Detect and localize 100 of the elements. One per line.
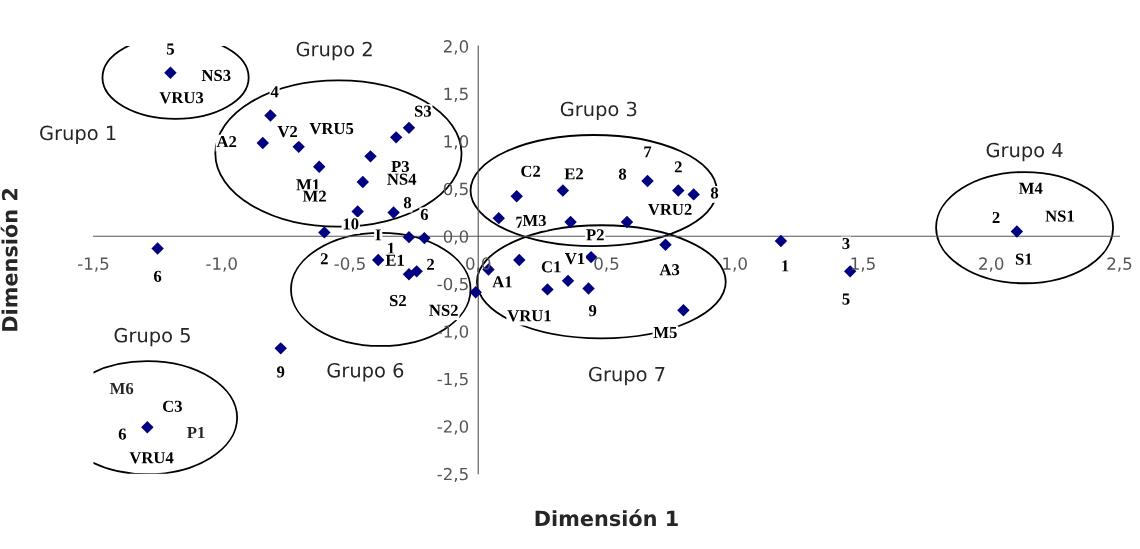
point xyxy=(402,230,416,244)
y-axis-title: Dimensión 2 xyxy=(0,188,18,331)
annotation: 4 xyxy=(270,86,279,98)
annotation: A1 xyxy=(492,276,512,288)
annotation: 2 xyxy=(320,253,328,265)
y-tick-label: -2,0 xyxy=(437,420,469,435)
annotation: E2 xyxy=(564,168,583,180)
point xyxy=(564,215,577,229)
point xyxy=(659,238,672,251)
annotation: 5 xyxy=(842,293,850,305)
annotation: S1 xyxy=(1015,253,1032,265)
point xyxy=(402,121,416,135)
annotation: 1 xyxy=(782,260,789,272)
annotation: 1 xyxy=(388,242,395,254)
y-tick-label: 0,5 xyxy=(443,182,468,197)
point xyxy=(371,253,385,267)
annotation: A3 xyxy=(659,264,680,276)
annotation: 8 xyxy=(710,187,719,199)
point xyxy=(492,211,505,225)
annotation: P2 xyxy=(586,229,604,241)
point xyxy=(264,109,277,122)
annotation: E1 xyxy=(385,254,404,266)
x-tick-label: -0,5 xyxy=(334,257,365,272)
y-tick-label: -1,5 xyxy=(437,372,468,388)
annotation: Grupo 4 xyxy=(986,142,1063,162)
point xyxy=(556,184,570,197)
y-tick-label: -0,5 xyxy=(437,277,468,292)
annotation: S2 xyxy=(389,294,406,307)
point xyxy=(292,140,305,154)
y-tick-label: -2,5 xyxy=(437,467,468,483)
point xyxy=(312,160,326,174)
y-tick-label: -1,0 xyxy=(437,325,469,340)
y-tick-label: 1,5 xyxy=(444,87,468,102)
x-tick-label: -1,5 xyxy=(78,257,109,272)
annotation: 9 xyxy=(588,305,597,317)
point xyxy=(389,131,403,144)
annotation: V2 xyxy=(277,125,298,138)
annotation: M2 xyxy=(302,190,326,202)
annotation: C1 xyxy=(541,261,561,273)
point xyxy=(387,206,400,219)
point xyxy=(774,234,788,248)
annotation: 2 xyxy=(992,211,1000,223)
annotation: 3 xyxy=(842,237,850,250)
annotation: VRU2 xyxy=(648,203,692,216)
point xyxy=(510,190,523,203)
annotation: 8 xyxy=(618,168,627,180)
annotation: C3 xyxy=(162,400,182,412)
x-tick-label: 1,5 xyxy=(851,257,875,272)
point xyxy=(672,184,685,197)
annotation: 2 xyxy=(427,258,435,270)
y-tick-label: 2,0 xyxy=(443,40,469,55)
point xyxy=(418,231,431,245)
point xyxy=(256,136,269,150)
annotation: C2 xyxy=(521,165,541,177)
annotation: Grupo 5 xyxy=(114,327,190,347)
annotation: Grupo 3 xyxy=(560,101,637,121)
annotation: M3 xyxy=(522,214,546,227)
point xyxy=(541,283,554,296)
point xyxy=(1010,225,1024,238)
annotation: 2 xyxy=(674,161,682,173)
point xyxy=(410,265,423,278)
point xyxy=(620,215,634,229)
annotation: 7 xyxy=(644,146,652,158)
point xyxy=(687,188,700,201)
annotation: Grupo 6 xyxy=(327,362,404,382)
annotation: NS1 xyxy=(1045,210,1074,222)
annotation: P1 xyxy=(187,427,205,439)
point xyxy=(402,268,416,281)
annotation: 9 xyxy=(277,366,285,378)
annotation: NS4 xyxy=(387,173,417,185)
annotation: 5 xyxy=(166,43,174,55)
point xyxy=(151,242,164,255)
point xyxy=(351,205,364,218)
annotation: M6 xyxy=(109,382,134,395)
point xyxy=(141,421,154,434)
x-tick-label: 2,0 xyxy=(979,257,1004,272)
point xyxy=(318,226,331,239)
annotation: 6 xyxy=(118,428,127,440)
annotation: VRU5 xyxy=(309,123,354,135)
annotation: V1 xyxy=(564,253,585,265)
annotation: 6 xyxy=(154,270,162,282)
annotation: M1 xyxy=(296,179,320,191)
x-tick-label: 1,0 xyxy=(723,257,747,272)
annotation: I xyxy=(375,229,381,241)
annotation: VRU3 xyxy=(159,92,204,104)
annotation: M4 xyxy=(1019,182,1043,194)
point xyxy=(469,286,482,299)
point xyxy=(561,274,575,288)
annotation: Grupo 2 xyxy=(296,41,372,61)
x-tick-label: -1,0 xyxy=(206,257,237,272)
point xyxy=(356,175,370,189)
point xyxy=(513,253,526,267)
annotation: NS3 xyxy=(201,69,231,82)
x-tick-label: 2,5 xyxy=(1107,257,1132,272)
point xyxy=(582,282,595,295)
annotation: NS2 xyxy=(429,304,458,316)
annotation: Grupo 1 xyxy=(40,125,116,145)
point xyxy=(641,174,654,188)
annotation: A2 xyxy=(216,136,237,148)
annotation: S3 xyxy=(414,105,432,117)
